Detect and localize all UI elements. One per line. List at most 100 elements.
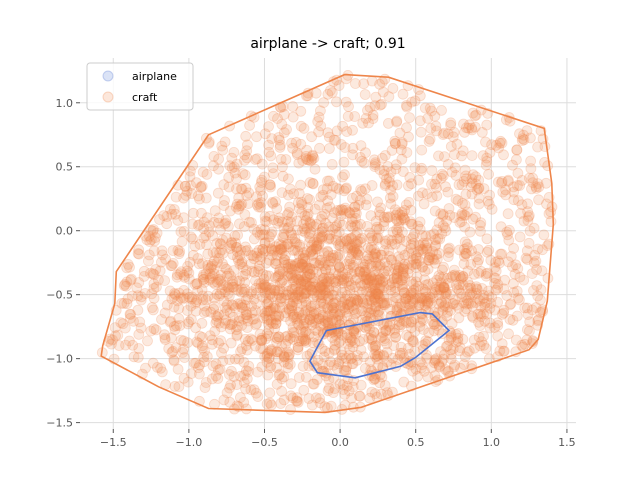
- point-craft: [201, 168, 213, 180]
- point-craft: [396, 319, 408, 331]
- point-craft: [168, 301, 180, 313]
- point-craft: [428, 307, 440, 319]
- point-craft: [496, 308, 508, 320]
- y-tick-label: −1.0: [46, 353, 73, 366]
- point-craft: [322, 127, 334, 139]
- point-craft: [453, 345, 465, 357]
- point-craft: [228, 161, 240, 173]
- point-craft: [122, 293, 134, 305]
- point-craft: [478, 183, 490, 195]
- point-craft: [308, 243, 320, 255]
- point-craft: [309, 281, 321, 293]
- point-craft: [279, 292, 291, 304]
- point-craft: [451, 138, 463, 150]
- point-craft: [326, 300, 338, 312]
- point-craft: [403, 263, 415, 275]
- point-craft: [282, 346, 294, 358]
- point-craft: [376, 152, 388, 164]
- point-craft: [341, 182, 352, 194]
- point-craft: [211, 276, 223, 288]
- point-craft: [448, 212, 460, 223]
- point-craft: [276, 187, 288, 199]
- point-craft: [440, 297, 452, 309]
- point-craft: [430, 239, 442, 251]
- point-craft: [344, 239, 356, 251]
- point-craft: [458, 250, 470, 262]
- point-craft: [391, 268, 403, 280]
- point-craft: [396, 274, 408, 286]
- point-craft: [304, 218, 316, 230]
- point-craft: [371, 288, 383, 300]
- point-craft: [370, 257, 382, 269]
- point-craft: [373, 274, 385, 286]
- point-craft: [332, 251, 343, 263]
- point-craft: [319, 284, 330, 296]
- point-craft: [481, 233, 493, 245]
- point-craft: [282, 358, 294, 370]
- point-craft: [310, 324, 322, 336]
- point-craft: [284, 298, 296, 309]
- point-craft: [528, 257, 540, 269]
- point-craft: [301, 246, 313, 258]
- point-craft: [228, 281, 240, 293]
- point-craft: [399, 249, 411, 261]
- point-craft: [405, 239, 417, 251]
- point-craft: [502, 208, 514, 220]
- point-craft: [481, 246, 493, 258]
- point-craft: [359, 89, 371, 100]
- point-craft: [440, 288, 452, 300]
- point-craft: [240, 383, 252, 395]
- point-craft: [499, 274, 511, 286]
- point-craft: [479, 298, 491, 310]
- point-craft: [248, 384, 260, 396]
- point-craft: [223, 171, 235, 183]
- point-craft: [345, 296, 357, 308]
- point-craft: [418, 324, 429, 335]
- point-craft: [495, 221, 507, 233]
- point-craft: [429, 318, 441, 330]
- point-craft: [251, 153, 263, 165]
- point-craft: [379, 333, 391, 344]
- point-craft: [436, 168, 448, 180]
- point-craft: [524, 225, 536, 237]
- point-craft: [220, 217, 231, 229]
- point-craft: [146, 302, 158, 313]
- point-craft: [413, 255, 425, 267]
- point-craft: [492, 317, 504, 329]
- point-craft: [419, 284, 431, 296]
- point-craft: [381, 173, 392, 185]
- point-craft: [241, 139, 253, 151]
- point-craft: [333, 183, 345, 195]
- point-craft: [258, 279, 270, 291]
- point-craft: [169, 287, 180, 299]
- point-craft: [115, 317, 127, 329]
- point-craft: [340, 258, 352, 270]
- point-craft: [274, 243, 286, 255]
- point-craft: [238, 377, 250, 388]
- point-craft: [479, 315, 491, 327]
- point-craft: [297, 155, 309, 167]
- point-craft: [135, 291, 147, 303]
- point-craft: [522, 206, 533, 218]
- point-craft: [196, 317, 208, 329]
- point-craft: [306, 284, 318, 296]
- point-craft: [296, 225, 308, 237]
- point-craft: [453, 279, 465, 291]
- point-craft: [305, 246, 316, 258]
- point-craft: [492, 330, 504, 342]
- point-craft: [360, 310, 372, 322]
- point-craft: [345, 353, 357, 365]
- point-craft: [151, 227, 163, 239]
- point-craft: [215, 335, 227, 347]
- point-craft: [450, 169, 462, 181]
- point-craft: [211, 311, 223, 323]
- point-craft: [311, 237, 323, 249]
- point-craft: [403, 331, 415, 343]
- x-tick-label: 0.5: [407, 436, 425, 449]
- point-craft: [286, 289, 298, 301]
- point-craft: [343, 303, 355, 315]
- point-craft: [476, 336, 488, 348]
- point-craft: [223, 369, 235, 380]
- point-craft: [387, 352, 399, 364]
- point-craft: [407, 365, 419, 377]
